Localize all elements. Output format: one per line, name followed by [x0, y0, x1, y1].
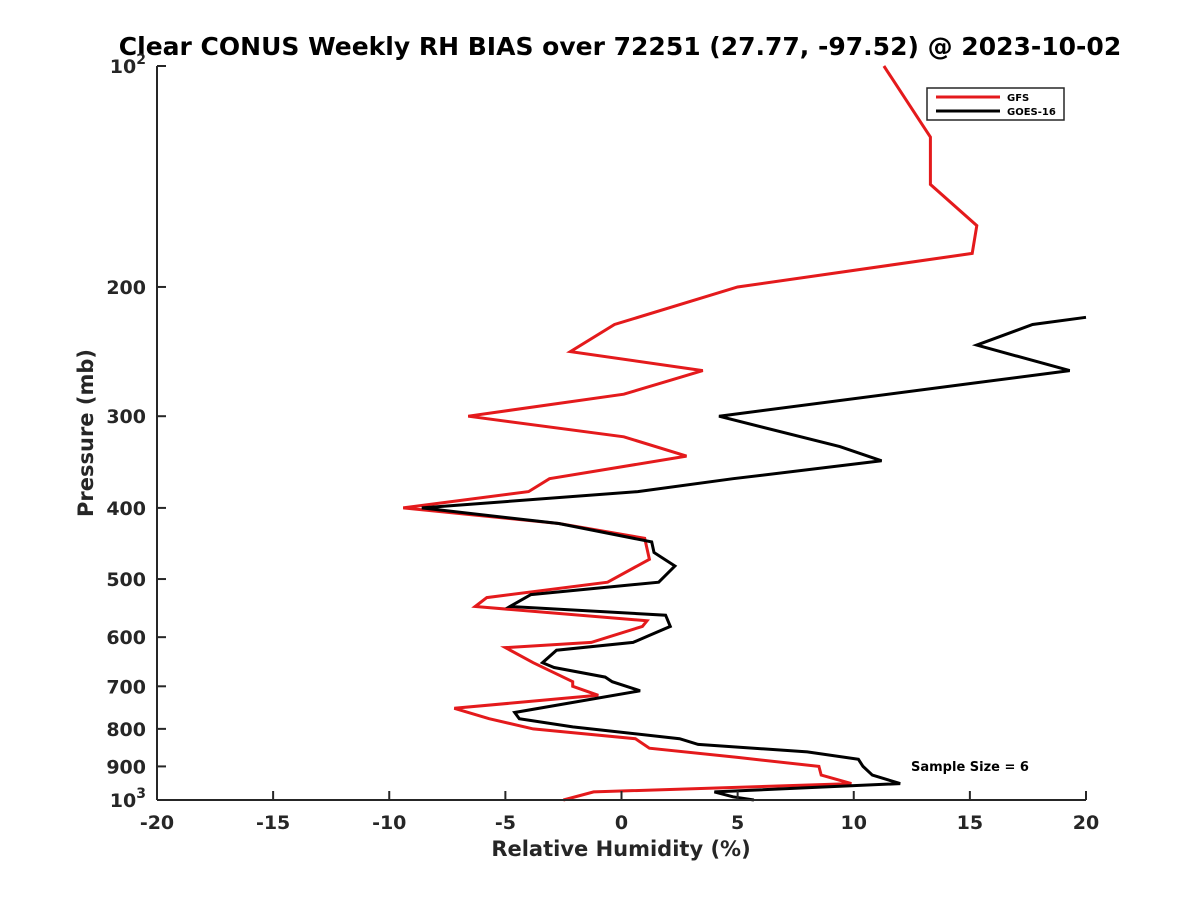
y-tick-exponent: 3: [136, 786, 146, 802]
x-ticks: -20 -15 -10 -5 0 5 10 15 20: [140, 791, 1099, 834]
y-tick-label: 800: [106, 719, 146, 741]
x-tick-label: 5: [731, 812, 744, 834]
legend-label-gfs: GFS: [1007, 93, 1029, 104]
y-tick-label: 400: [106, 498, 146, 520]
y-tick-label: 300: [106, 406, 146, 428]
series-line-gfs: [403, 65, 979, 802]
x-tick-label: 15: [957, 812, 983, 834]
y-tick-label: 900: [106, 756, 146, 778]
y-tick-label: 200: [106, 277, 146, 299]
y-tick-label: 700: [106, 676, 146, 698]
x-tick-label: 10: [841, 812, 867, 834]
y-tick-label: 102: [110, 52, 146, 78]
legend-box: [926, 87, 1065, 121]
x-tick-label: -10: [372, 812, 406, 834]
x-tick-label: -5: [495, 812, 516, 834]
y-tick-label: 500: [106, 569, 146, 591]
x-tick-label: -20: [140, 812, 174, 834]
y-tick-base: 10: [110, 790, 136, 812]
sample-size-annotation: Sample Size = 6: [911, 760, 1029, 775]
legend: GFS GOES-16: [926, 87, 1065, 121]
y-tick-label: 600: [106, 627, 146, 649]
y-tick-base: 10: [110, 56, 136, 78]
x-tick-label: 0: [615, 812, 628, 834]
legend-label-goes16: GOES-16: [1007, 107, 1056, 118]
y-axis-label: Pressure (mb): [74, 349, 98, 517]
y-tick-label: 103: [110, 786, 146, 812]
series-line-goes16: [421, 315, 1087, 802]
plot-area: [157, 66, 1086, 800]
y-tick-exponent: 2: [136, 52, 146, 68]
chart-title: Clear CONUS Weekly RH BIAS over 72251 (2…: [119, 32, 1121, 61]
x-tick-label: -15: [256, 812, 290, 834]
x-tick-label: 20: [1073, 812, 1099, 834]
x-axis-label: Relative Humidity (%): [491, 837, 750, 861]
series-layer: [403, 65, 1087, 802]
